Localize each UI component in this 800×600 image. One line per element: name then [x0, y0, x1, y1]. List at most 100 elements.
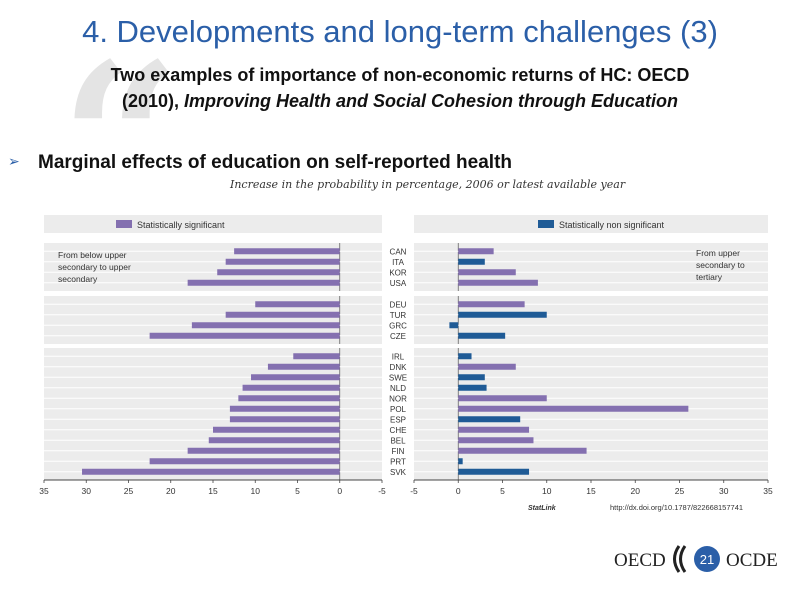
right-tick-label: 30: [719, 486, 729, 496]
right-tick-label: 35: [763, 486, 773, 496]
country-label-usa: USA: [390, 279, 407, 288]
legend-significant-swatch: [116, 220, 132, 228]
left-tick-label: 35: [39, 486, 49, 496]
country-label-nld: NLD: [390, 384, 406, 393]
page-number-badge: [694, 546, 720, 572]
right-panel-label-line-3: tertiary: [696, 272, 723, 282]
left-tick-label: 25: [124, 486, 134, 496]
bar-right-che: [458, 426, 530, 433]
bar-left-irl: [293, 353, 340, 360]
right-tick-label: 5: [500, 486, 505, 496]
left-tick-label: 10: [251, 486, 261, 496]
left-panel-label-line-1: From below upper: [58, 250, 127, 260]
bar-right-deu: [458, 301, 525, 308]
country-label-bel: BEL: [390, 436, 406, 445]
left-tick-label: 15: [208, 486, 218, 496]
right-tick-label: 20: [631, 486, 641, 496]
legend-significant-label: Statistically significant: [137, 220, 225, 230]
bar-left-nor: [238, 395, 340, 402]
bar-left-pol: [229, 405, 340, 412]
bar-left-svk: [82, 468, 340, 475]
bar-right-dnk: [458, 363, 516, 370]
right-tick-label: 0: [456, 486, 461, 496]
right-tick-label: 10: [542, 486, 552, 496]
left-tick-label: -5: [378, 486, 386, 496]
subtitle-line-2-prefix: (2010),: [121, 91, 184, 111]
bar-left-prt: [149, 458, 340, 465]
bar-right-pol: [458, 405, 689, 412]
bar-left-kor: [217, 269, 340, 276]
chart-caption: Increase in the probability in percentag…: [229, 178, 626, 191]
bar-left-dnk: [267, 363, 340, 370]
country-label-pol: POL: [390, 405, 407, 414]
bar-right-nor: [458, 395, 547, 402]
bar-left-fin: [187, 447, 340, 454]
bar-right-fin: [458, 447, 587, 454]
bar-left-esp: [229, 416, 340, 423]
page-number: 21: [700, 552, 714, 567]
slide-subtitle: Two examples of importance of non-econom…: [30, 62, 770, 114]
bar-right-swe: [458, 374, 485, 381]
bar-right-svk: [458, 468, 530, 475]
country-label-prt: PRT: [390, 457, 406, 466]
country-label-ita: ITA: [392, 258, 405, 267]
oecd-logo-text-left: OECD: [614, 550, 666, 571]
left-tick-label: 5: [295, 486, 300, 496]
bar-right-tur: [458, 311, 547, 318]
group-3-left-bg: [44, 348, 382, 480]
country-label-dnk: DNK: [390, 363, 408, 372]
country-label-irl: IRL: [392, 352, 405, 361]
legend-non-significant-swatch: [538, 220, 554, 228]
oecd-logo-mark-icon: [673, 545, 681, 573]
country-label-deu: DEU: [390, 300, 407, 309]
bar-left-can: [234, 248, 340, 255]
oecd-logo-text-right: OCDE: [726, 550, 778, 571]
oecd-logo-mark2-icon: [679, 545, 687, 573]
bar-left-che: [213, 426, 340, 433]
left-panel-label-line-2: secondary to upper: [58, 262, 131, 272]
group-3-right-bg: [414, 348, 768, 480]
legend-left-bg: [44, 215, 382, 233]
right-panel-label-line-2: secondary to: [696, 260, 745, 270]
country-label-che: CHE: [390, 426, 407, 435]
bar-left-deu: [255, 301, 340, 308]
bar-left-bel: [208, 437, 340, 444]
country-label-kor: KOR: [389, 268, 407, 277]
quote-decoration: “: [60, 17, 181, 264]
country-label-can: CAN: [390, 247, 407, 256]
left-tick-label: 30: [82, 486, 92, 496]
bar-left-usa: [187, 279, 340, 286]
bar-left-grc: [191, 322, 340, 329]
subtitle-line-1: Two examples of importance of non-econom…: [110, 65, 690, 85]
bar-right-bel: [458, 437, 534, 444]
bar-right-prt: [458, 458, 463, 465]
subtitle-line-2: (2010), Improving Health and Social Cohe…: [30, 88, 770, 114]
country-label-swe: SWE: [389, 373, 407, 382]
bar-left-cze: [149, 332, 340, 339]
oecd-logo: OECD 21 OCDE: [614, 545, 778, 573]
left-panel-label-line-3: secondary: [58, 274, 98, 284]
bullet-arrow-icon: ➢: [8, 153, 20, 169]
bar-left-swe: [251, 374, 340, 381]
country-label-nor: NOR: [389, 394, 407, 403]
source-url: http://dx.doi.org/10.1787/822668157741: [610, 503, 743, 512]
country-label-cze: CZE: [390, 332, 406, 341]
bar-right-ita: [458, 258, 485, 265]
bullet-text: Marginal effects of education on self-re…: [38, 152, 513, 173]
bar-left-tur: [225, 311, 340, 318]
bar-right-grc: [449, 322, 459, 329]
country-label-fin: FIN: [392, 447, 405, 456]
right-tick-label: 25: [675, 486, 685, 496]
bar-left-ita: [225, 258, 340, 265]
bar-right-cze: [458, 332, 506, 339]
country-label-grc: GRC: [389, 321, 407, 330]
slide-title: 4. Developments and long-term challenges…: [82, 14, 718, 49]
legend-right-bg: [414, 215, 768, 233]
statlink-label: StatLink: [528, 505, 557, 512]
bar-left-nld: [242, 384, 340, 391]
left-tick-label: 0: [337, 486, 342, 496]
country-label-esp: ESP: [390, 415, 406, 424]
right-tick-label: -5: [410, 486, 418, 496]
bar-right-can: [458, 248, 494, 255]
country-label-tur: TUR: [390, 311, 407, 320]
